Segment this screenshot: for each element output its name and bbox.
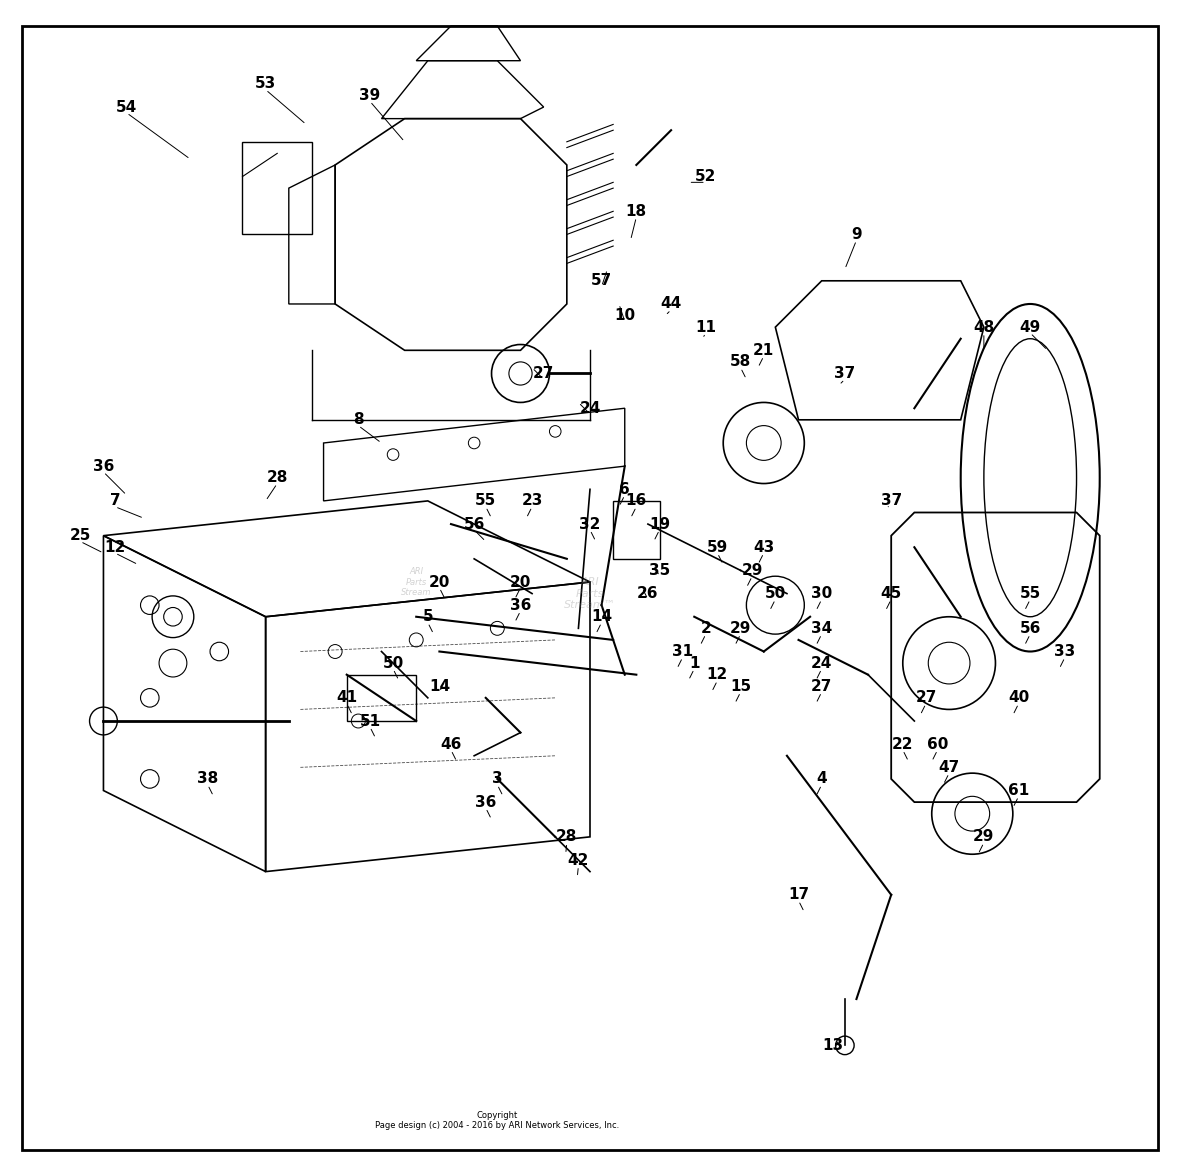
- Text: 13: 13: [822, 1038, 844, 1053]
- Text: 11: 11: [695, 320, 716, 334]
- Text: 29: 29: [741, 563, 762, 577]
- Text: 33: 33: [1055, 644, 1076, 659]
- Text: 58: 58: [730, 354, 752, 369]
- Text: 41: 41: [336, 690, 358, 705]
- Text: 4: 4: [817, 772, 827, 787]
- Text: 35: 35: [649, 563, 670, 577]
- Text: 12: 12: [707, 667, 728, 682]
- Text: 46: 46: [440, 737, 461, 752]
- Text: 50: 50: [765, 587, 786, 601]
- Text: 23: 23: [522, 494, 543, 509]
- Text: 36: 36: [476, 795, 497, 810]
- Text: ARI
Parts
Stream: ARI Parts Stream: [401, 567, 432, 597]
- Text: 55: 55: [476, 494, 497, 509]
- Text: 34: 34: [811, 620, 832, 636]
- Text: 50: 50: [382, 655, 404, 670]
- Text: 16: 16: [625, 494, 647, 509]
- Text: 27: 27: [916, 690, 937, 705]
- Text: 3: 3: [492, 772, 503, 787]
- Text: 60: 60: [926, 737, 949, 752]
- Text: 47: 47: [938, 760, 959, 775]
- Text: 25: 25: [70, 528, 91, 544]
- Text: 26: 26: [637, 587, 658, 601]
- Text: 42: 42: [568, 852, 589, 867]
- Text: 37: 37: [834, 365, 856, 381]
- Text: 14: 14: [428, 679, 450, 694]
- Text: ARI
Parts
Stream™: ARI Parts Stream™: [564, 577, 616, 610]
- Text: 48: 48: [974, 320, 995, 334]
- Text: 1: 1: [689, 655, 700, 670]
- Text: Copyright
Page design (c) 2004 - 2016 by ARI Network Services, Inc.: Copyright Page design (c) 2004 - 2016 by…: [375, 1110, 620, 1130]
- Bar: [242, 142, 312, 234]
- Text: 10: 10: [615, 308, 635, 324]
- Text: 27: 27: [811, 679, 832, 694]
- Text: 55: 55: [1020, 587, 1041, 601]
- Text: 43: 43: [753, 540, 774, 555]
- Text: 15: 15: [730, 679, 752, 694]
- Text: 31: 31: [673, 644, 693, 659]
- Text: 7: 7: [110, 494, 120, 509]
- Text: 27: 27: [533, 365, 555, 381]
- Text: 54: 54: [116, 100, 137, 114]
- Text: 38: 38: [197, 772, 218, 787]
- Text: 28: 28: [267, 470, 288, 485]
- Text: 51: 51: [360, 714, 380, 729]
- Text: 40: 40: [1008, 690, 1029, 705]
- Text: 24: 24: [579, 400, 601, 416]
- Text: 32: 32: [579, 517, 601, 532]
- Text: 36: 36: [93, 459, 114, 474]
- Text: 29: 29: [974, 830, 995, 844]
- Text: 45: 45: [880, 587, 902, 601]
- Text: 14: 14: [591, 609, 612, 624]
- Text: 61: 61: [1008, 783, 1029, 799]
- Text: 29: 29: [730, 620, 752, 636]
- Text: 18: 18: [625, 204, 647, 219]
- Text: 8: 8: [353, 412, 363, 427]
- Text: 24: 24: [811, 655, 832, 670]
- Text: 28: 28: [556, 830, 577, 844]
- Text: 37: 37: [880, 494, 902, 509]
- Text: 9: 9: [851, 227, 861, 242]
- Text: 20: 20: [510, 575, 531, 589]
- Text: 49: 49: [1020, 320, 1041, 334]
- Text: 6: 6: [620, 482, 630, 497]
- Text: 22: 22: [892, 737, 913, 752]
- Text: 21: 21: [753, 343, 774, 357]
- Text: 59: 59: [707, 540, 728, 555]
- Text: 17: 17: [788, 887, 809, 902]
- Text: 12: 12: [104, 540, 125, 555]
- Text: 36: 36: [510, 597, 531, 612]
- Text: 5: 5: [422, 609, 433, 624]
- Text: 56: 56: [464, 517, 485, 532]
- Text: 2: 2: [701, 620, 712, 636]
- Text: 56: 56: [1020, 620, 1041, 636]
- Text: 20: 20: [428, 575, 450, 589]
- Text: 53: 53: [255, 77, 276, 91]
- Text: 39: 39: [359, 88, 380, 102]
- Text: 57: 57: [591, 274, 612, 289]
- Text: 52: 52: [695, 169, 716, 184]
- Text: 19: 19: [649, 517, 670, 532]
- Text: 44: 44: [661, 297, 682, 312]
- Text: 30: 30: [811, 587, 832, 601]
